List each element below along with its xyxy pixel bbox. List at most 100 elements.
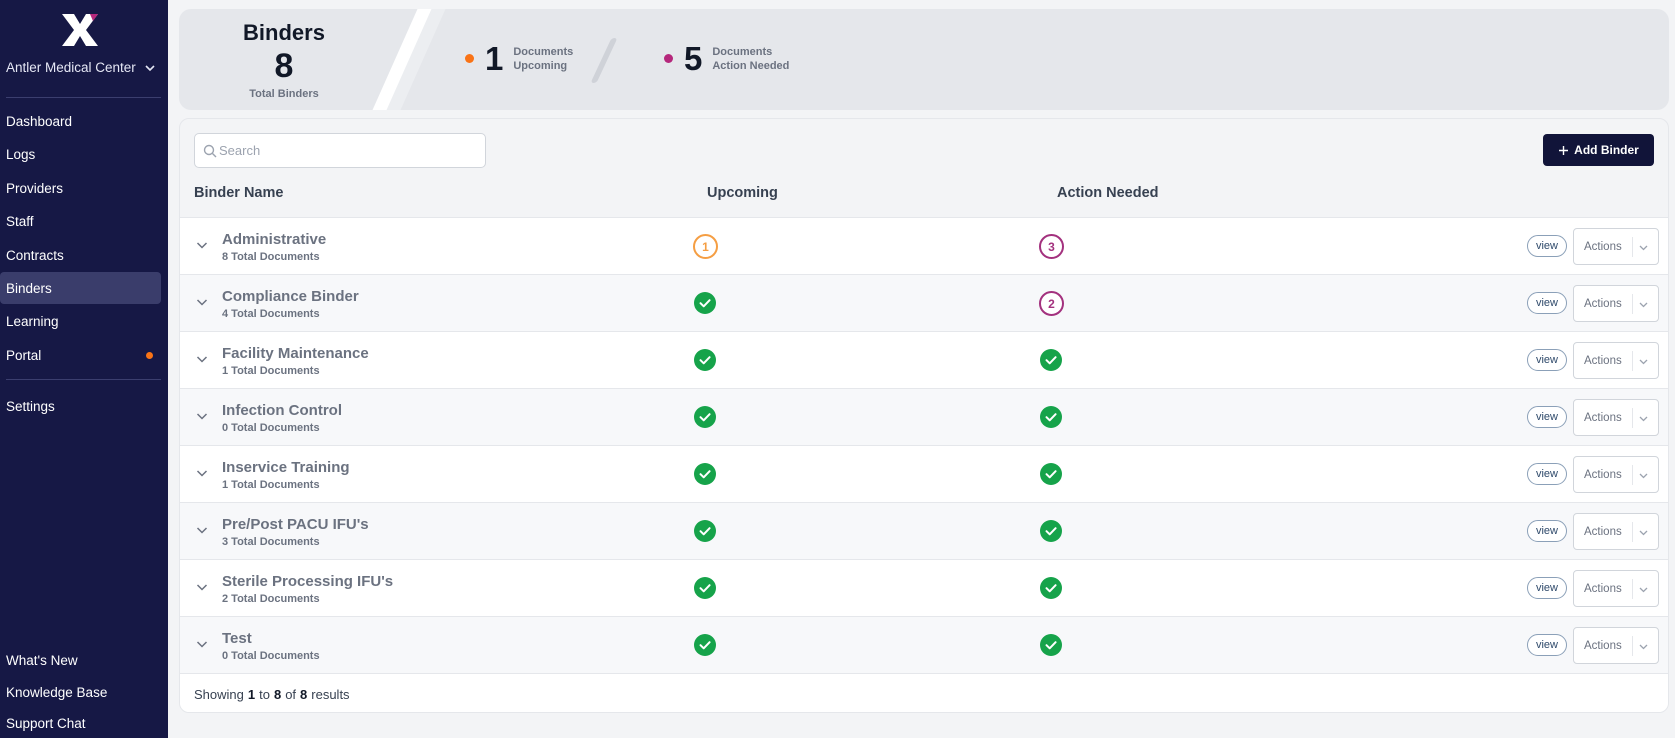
table-row[interactable]: Test 0 Total Documents view Actions xyxy=(180,616,1668,673)
view-button[interactable]: view xyxy=(1527,406,1567,428)
column-header-upcoming[interactable]: Upcoming xyxy=(707,185,778,201)
actions-dropdown-label: Actions xyxy=(1584,468,1622,481)
actions-dropdown-label: Actions xyxy=(1584,354,1622,367)
actions-divider xyxy=(1632,522,1633,542)
sidebar-item-learning[interactable]: Learning xyxy=(0,305,161,337)
sidebar-item-knowledge-base[interactable]: Knowledge Base xyxy=(0,676,161,708)
sidebar-item-portal[interactable]: Portal xyxy=(0,339,161,371)
check-circle-icon xyxy=(694,634,716,656)
actions-dropdown[interactable]: Actions xyxy=(1573,513,1659,550)
actions-divider xyxy=(1632,465,1633,485)
view-button[interactable]: view xyxy=(1527,634,1567,656)
view-button[interactable]: view xyxy=(1527,463,1567,485)
column-header-action-needed[interactable]: Action Needed xyxy=(1057,185,1159,201)
table-row[interactable]: Pre/Post PACU IFU's 3 Total Documents vi… xyxy=(180,502,1668,559)
notification-dot xyxy=(146,352,153,359)
sidebar-item-support-chat[interactable]: Support Chat xyxy=(0,707,161,738)
search-box[interactable] xyxy=(194,133,486,168)
actions-dropdown[interactable]: Actions xyxy=(1573,228,1659,265)
action-needed-count: 5 xyxy=(684,40,703,77)
actions-dropdown[interactable]: Actions xyxy=(1573,342,1659,379)
check-circle-icon xyxy=(1040,349,1062,371)
upcoming-count-badge[interactable]: 1 xyxy=(693,234,718,259)
actions-divider xyxy=(1632,294,1633,314)
view-button[interactable]: view xyxy=(1527,292,1567,314)
sidebar-item-label: Providers xyxy=(6,180,64,196)
sidebar-item-logs[interactable]: Logs xyxy=(0,138,161,170)
expand-chevron-icon[interactable] xyxy=(195,580,209,594)
expand-chevron-icon[interactable] xyxy=(195,637,209,651)
chevron-down-icon xyxy=(1639,587,1648,593)
binder-name[interactable]: Inservice Training xyxy=(222,459,350,476)
actions-dropdown[interactable]: Actions xyxy=(1573,399,1659,436)
expand-chevron-icon[interactable] xyxy=(195,466,209,480)
expand-chevron-icon[interactable] xyxy=(195,409,209,423)
chevron-down-icon xyxy=(145,64,155,71)
page-title: Binders xyxy=(243,20,325,45)
sidebar-item-whats-new[interactable]: What's New xyxy=(0,644,161,676)
expand-chevron-icon[interactable] xyxy=(195,352,209,366)
sidebar: Antler Medical Center Dashboard Logs Pro… xyxy=(0,0,168,738)
action-needed-count-badge[interactable]: 3 xyxy=(1039,234,1064,259)
action-needed-documents-stat[interactable]: 5 Documents Action Needed xyxy=(664,42,789,75)
sidebar-item-label: Knowledge Base xyxy=(6,684,108,700)
upcoming-documents-stat[interactable]: 1 Documents Upcoming xyxy=(465,42,573,75)
table-row[interactable]: Administrative 8 Total Documents 1 3 vie… xyxy=(180,217,1668,274)
actions-divider xyxy=(1632,408,1633,428)
binders-panel: Add Binder Binder Name Upcoming Action N… xyxy=(179,118,1669,713)
sidebar-item-providers[interactable]: Providers xyxy=(0,172,161,204)
add-binder-button[interactable]: Add Binder xyxy=(1543,134,1654,166)
binder-name[interactable]: Infection Control xyxy=(222,402,342,419)
expand-chevron-icon[interactable] xyxy=(195,523,209,537)
brand-logo-icon[interactable] xyxy=(60,12,100,48)
actions-dropdown[interactable]: Actions xyxy=(1573,627,1659,664)
table-row[interactable]: Compliance Binder 4 Total Documents 2 vi… xyxy=(180,274,1668,331)
table-row[interactable]: Sterile Processing IFU's 2 Total Documen… xyxy=(180,559,1668,616)
view-button[interactable]: view xyxy=(1527,349,1567,371)
binder-name[interactable]: Facility Maintenance xyxy=(222,345,369,362)
chevron-down-icon xyxy=(1639,359,1648,365)
sidebar-item-dashboard[interactable]: Dashboard xyxy=(0,105,161,137)
sidebar-item-contracts[interactable]: Contracts xyxy=(0,239,161,271)
table-row[interactable]: Facility Maintenance 1 Total Documents v… xyxy=(180,331,1668,388)
view-button[interactable]: view xyxy=(1527,577,1567,599)
upcoming-label-line2: Upcoming xyxy=(513,59,568,72)
sidebar-item-staff[interactable]: Staff xyxy=(0,205,161,237)
organization-switcher[interactable]: Antler Medical Center xyxy=(6,60,156,75)
table-row[interactable]: Inservice Training 1 Total Documents vie… xyxy=(180,445,1668,502)
sidebar-item-label: Staff xyxy=(6,213,34,229)
column-header-binder-name[interactable]: Binder Name xyxy=(194,185,284,201)
actions-dropdown[interactable]: Actions xyxy=(1573,570,1659,607)
binder-name[interactable]: Compliance Binder xyxy=(222,288,359,305)
binder-document-count: 8 Total Documents xyxy=(222,251,320,263)
pagination-to: 8 xyxy=(273,686,282,702)
sidebar-item-label: Support Chat xyxy=(6,715,86,731)
actions-dropdown[interactable]: Actions xyxy=(1573,285,1659,322)
expand-chevron-icon[interactable] xyxy=(195,238,209,252)
binder-name[interactable]: Test xyxy=(222,630,252,647)
sidebar-item-label: Contracts xyxy=(6,247,64,263)
binders-table-body: Administrative 8 Total Documents 1 3 vie… xyxy=(180,217,1668,673)
search-input[interactable] xyxy=(219,143,469,158)
view-button[interactable]: view xyxy=(1527,520,1567,542)
sidebar-item-binders[interactable]: Binders xyxy=(0,272,161,304)
expand-chevron-icon[interactable] xyxy=(195,295,209,309)
binder-name[interactable]: Sterile Processing IFU's xyxy=(222,573,394,590)
view-button[interactable]: view xyxy=(1527,235,1567,257)
sidebar-item-settings[interactable]: Settings xyxy=(0,390,161,422)
binder-name[interactable]: Administrative xyxy=(222,231,327,248)
pagination-from: 1 xyxy=(247,686,256,702)
action-needed-count-badge[interactable]: 2 xyxy=(1039,291,1064,316)
actions-dropdown-label: Actions xyxy=(1584,411,1622,424)
add-binder-label: Add Binder xyxy=(1574,143,1639,157)
upcoming-dot xyxy=(465,54,474,63)
actions-dropdown[interactable]: Actions xyxy=(1573,456,1659,493)
binder-name[interactable]: Pre/Post PACU IFU's xyxy=(222,516,369,533)
chevron-down-icon xyxy=(1639,473,1648,479)
action-needed-label-line1: Documents xyxy=(712,45,773,58)
chevron-down-icon xyxy=(1639,302,1648,308)
sidebar-item-label: Portal xyxy=(6,347,42,363)
check-circle-icon xyxy=(1040,463,1062,485)
table-row[interactable]: Infection Control 0 Total Documents view… xyxy=(180,388,1668,445)
chevron-down-icon xyxy=(1639,416,1648,422)
